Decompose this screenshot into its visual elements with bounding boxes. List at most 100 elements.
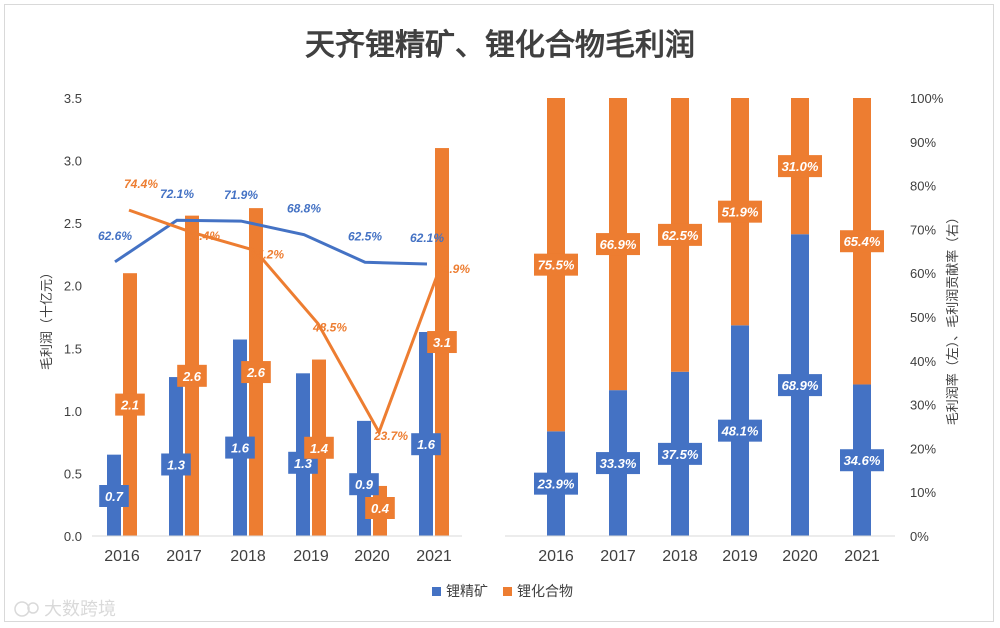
label-compound-2019-box: [304, 436, 334, 459]
right-y-tick-label: 40%: [910, 354, 936, 369]
rate-label-1-5: 61.9%: [436, 262, 470, 276]
right-y-tick-label: 80%: [910, 179, 936, 194]
stack-label-compound-2017: 66.9%: [600, 237, 637, 252]
stack-label-concentrate-2019-box: [718, 419, 762, 442]
stack-label-concentrate-2021-box: [840, 449, 884, 472]
label-concentrate-2016: 0.7: [105, 489, 124, 504]
label-concentrate-2021: 1.6: [417, 437, 436, 452]
left-x-tick-label: 2018: [230, 548, 266, 565]
rate-label-1-1: 69.4%: [186, 229, 220, 243]
right-data-labels: 23.9% 75.5% 33.3% 66.9% 37.5% 62.5% 48.1% 51.9%…: [534, 155, 884, 495]
left-x-tick-label: 2019: [293, 548, 329, 565]
label-concentrate-2020-box: [349, 473, 379, 496]
label-concentrate-2020: 0.9: [355, 477, 374, 492]
label-concentrate-2017: 1.3: [167, 457, 186, 472]
right-x-tick-label: 2019: [722, 548, 758, 565]
stack-label-concentrate-2021: 34.6%: [844, 453, 881, 468]
left-y-tick-label: 1.0: [64, 404, 82, 419]
right-y-axis-title: 毛利润率（左）、毛利润贡献率（右）: [945, 211, 960, 426]
right-y-tick-label: 10%: [910, 485, 936, 500]
label-compound-2016: 2.1: [120, 398, 139, 413]
label-compound-2018-box: [241, 361, 271, 384]
right-x-tick-label: 2016: [538, 548, 574, 565]
watermark-text: 大数跨境: [44, 599, 116, 619]
legend-label-compound: 锂化合物: [517, 583, 573, 599]
label-concentrate-2019: 1.3: [294, 456, 313, 471]
stack-label-compound-2018-box: [658, 223, 702, 246]
stack-label-compound-2020: 31.0%: [782, 159, 819, 174]
label-compound-2019: 1.4: [310, 441, 329, 456]
right-x-tick-label: 2018: [662, 548, 698, 565]
stack-label-concentrate-2016-box: [534, 472, 578, 495]
rate-label-1-2: 65.2%: [250, 247, 284, 261]
stack-label-concentrate-2018: 37.5%: [662, 447, 699, 462]
label-compound-2016-box: [115, 393, 145, 416]
right-x-tick-label: 2020: [782, 548, 818, 565]
right-y-tick-label: 100%: [910, 91, 944, 106]
left-y-tick-label: 1.5: [64, 341, 82, 356]
left-y-tick-label: 0.0: [64, 529, 82, 544]
left-y-tick-label: 2.0: [64, 279, 82, 294]
stack-label-concentrate-2020-box: [778, 374, 822, 397]
stack-label-concentrate-2016: 23.9%: [537, 477, 575, 492]
stack-label-concentrate-2017: 33.3%: [600, 456, 637, 471]
right-y-tick-label: 90%: [910, 135, 936, 150]
right-x-tick-label: 2017: [600, 548, 636, 565]
left-data-labels: 0.72.11.32.61.62.61.31.40.90.41.63.1: [99, 331, 457, 519]
rate-label-0-4: 62.5%: [348, 229, 382, 243]
rate-label-0-3: 68.8%: [287, 202, 321, 216]
label-compound-2017: 2.6: [182, 369, 202, 384]
stack-label-compound-2018: 62.5%: [662, 228, 699, 243]
left-y-tick-label: 2.5: [64, 216, 82, 231]
stack-label-concentrate-2019: 48.1%: [721, 424, 759, 439]
left-y-tick-label: 0.5: [64, 466, 82, 481]
right-y-tick-label: 30%: [910, 398, 936, 413]
label-concentrate-2021-box: [411, 433, 441, 456]
axes: 0.0 0.5 1.0 1.5 2.0 2.5 3.0 3.5 0% 10% 20% 30% 40% 50…: [64, 91, 944, 565]
stack-label-compound-2016-box: [534, 253, 578, 276]
left-x-tick-label: 2020: [354, 548, 390, 565]
rate-label-0-5: 62.1%: [410, 231, 444, 245]
label-concentrate-2017-box: [161, 453, 191, 476]
left-bars: [107, 148, 449, 537]
left-x-tick-label: 2017: [166, 548, 202, 565]
label-compound-2021-box: [427, 331, 457, 354]
chart-frame: [4, 4, 994, 622]
rate-label-0-0: 62.6%: [98, 229, 132, 243]
watermark-logo-icon: [14, 601, 30, 617]
label-compound-2021: 3.1: [433, 335, 451, 350]
stack-label-compound-2020-box: [778, 155, 822, 178]
chart-title: 天齐锂精矿、锂化合物毛利润: [305, 28, 695, 62]
rate-lines: 62.6% 72.1% 71.9% 68.8% 62.5% 62.1% 74.4% 69.4%…: [98, 177, 470, 443]
right-y-tick-label: 0%: [910, 529, 929, 544]
stack-label-compound-2016: 75.5%: [538, 258, 575, 273]
legend-swatch-concentrate: [432, 587, 441, 596]
watermark-logo-icon: [27, 602, 39, 614]
rate-line-0: [114, 218, 428, 266]
stack-label-compound-2017-box: [596, 233, 640, 256]
legend: 锂精矿 锂化合物: [432, 583, 573, 599]
stack-label-concentrate-2017-box: [596, 452, 640, 475]
watermark: 大数跨境: [14, 599, 116, 619]
left-y-axis-title: 毛利润（十亿元）: [39, 266, 54, 370]
label-concentrate-2016-box: [99, 485, 129, 507]
label-compound-2020-box: [365, 497, 395, 519]
rate-line-1: [128, 208, 443, 436]
rate-label-0-1: 72.1%: [160, 187, 194, 201]
stack-label-compound-2021: 65.4%: [844, 234, 881, 249]
right-y-tick-label: 60%: [910, 266, 936, 281]
right-stacked-bars: [547, 98, 871, 536]
stack-label-concentrate-2018-box: [658, 442, 702, 465]
left-y-tick-label: 3.5: [64, 91, 82, 106]
stack-label-compound-2019: 51.9%: [722, 205, 759, 220]
rate-label-1-3: 48.5%: [312, 321, 347, 335]
label-compound-2018: 2.6: [246, 365, 266, 380]
rate-label-1-4: 23.7%: [373, 429, 408, 443]
rate-label-1-0: 74.4%: [124, 177, 158, 191]
label-compound-2017-box: [177, 364, 207, 387]
left-x-tick-label: 2021: [416, 548, 452, 565]
right-x-tick-label: 2021: [844, 548, 880, 565]
left-x-tick-label: 2016: [104, 548, 140, 565]
label-compound-2020: 0.4: [371, 501, 390, 516]
